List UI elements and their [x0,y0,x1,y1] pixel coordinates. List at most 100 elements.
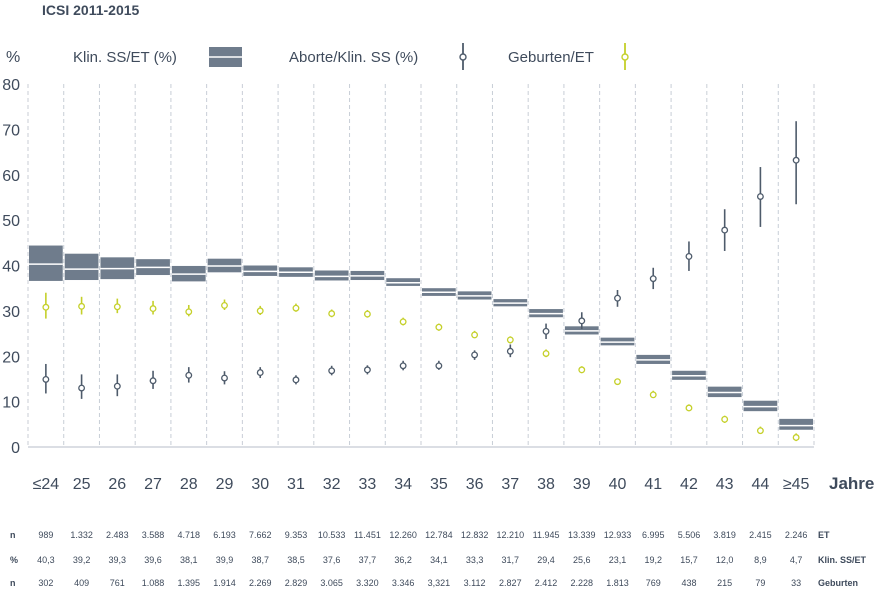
x-tick-label: 33 [359,476,377,493]
y-axis-ticks: 0 10 20 30 40 50 60 70 80 [2,77,20,457]
table-cell: 7.662 [249,530,272,540]
geburten-point [542,350,550,357]
table-cell: 3.065 [320,578,343,588]
table-cell: 12.832 [461,530,489,540]
table-cell: 39,2 [73,555,91,565]
x-tick-label: 43 [716,476,734,493]
table-cell: 409 [74,578,89,588]
yellow-errorbar-icon [621,43,629,70]
geburten-point [256,307,264,315]
geburten-point [42,303,50,311]
aborte-point [614,294,621,302]
table-cell: 29,4 [537,555,555,565]
table-cell: 3.588 [142,530,165,540]
y-tick-label: 60 [2,168,20,185]
aborte-point [185,371,193,379]
table-cell: 19,2 [644,555,662,565]
table-cell: 2.827 [499,578,522,588]
aborte-point [399,362,407,370]
x-tick-label: 25 [73,476,91,493]
aborte-point [292,376,300,384]
x-tick-label: 40 [609,476,627,493]
table-cell: 1.813 [606,578,629,588]
box-icon [209,47,242,67]
x-axis-ticks: ≤24 25 26 27 28 29 30 31 32 33 34 35 36 37 38 39 40 41 42 4… [33,476,810,493]
aborte-point [649,275,657,283]
table-cell: 215 [717,578,732,588]
x-tick-label: 36 [466,476,484,493]
aborte-point [578,317,586,325]
aborte-point [435,362,443,370]
geburten-point [614,378,621,386]
klin-box [779,418,813,430]
table-row-label: n [10,578,16,588]
table-row-suffix: Geburten [818,578,858,588]
table-cell: 3.346 [392,578,415,588]
geburten-point [756,427,764,435]
geburten-point [685,404,693,412]
geburten-point [363,310,371,318]
geburten-point [435,323,443,331]
x-tick-label: 37 [501,476,519,493]
geburten-point [792,434,800,441]
aborte-point [42,375,50,383]
table-cell: 2.829 [285,578,308,588]
table-cell: 2.415 [749,530,772,540]
y-tick-label: 80 [2,77,20,94]
table-cell: 38,5 [287,555,305,565]
aborte-point [328,367,336,375]
aborte-series [42,121,800,399]
table-cell: 989 [38,530,53,540]
table-row-label: % [10,555,18,565]
table-cell: 2.483 [106,530,129,540]
aborte-point [542,327,550,335]
geburten-point [78,302,86,310]
geburten-point [185,308,193,316]
table-row-label: n [10,530,16,540]
table-cell: 5.506 [678,530,701,540]
x-tick-label: 42 [680,476,698,493]
y-tick-label: 0 [11,440,20,457]
grid [27,84,815,448]
geburten-point [721,415,729,423]
table-cell: 12,0 [716,555,734,565]
x-tick-label: 26 [108,476,126,493]
table-cell: 2.269 [249,578,272,588]
geburten-point [506,336,514,344]
aborte-point [756,193,764,200]
klin-box [64,253,99,281]
table-cell: 12.784 [425,530,453,540]
table-cell: 3.819 [713,530,736,540]
legend-label-aborte: Aborte/Klin. SS (%) [289,49,418,66]
table-cell: 25,6 [573,555,591,565]
table-cell: 9.353 [285,530,308,540]
table-cell: 1.395 [178,578,201,588]
table-cell: 3,321 [428,578,451,588]
table-row-suffix: ET [818,530,830,540]
geburten-point [113,303,121,311]
legend-label-geburten: Geburten/ET [508,49,594,66]
table-cell: 39,6 [144,555,162,565]
x-axis-label: Jahre [829,474,874,493]
x-tick-label: 27 [144,476,162,493]
aborte-point [78,384,86,392]
table-row-suffix: Klin. SS/ET [818,555,867,565]
x-tick-label: 29 [216,476,234,493]
x-tick-label: 34 [394,476,412,493]
table-cell: 761 [110,578,125,588]
geburten-point [649,391,657,399]
y-tick-label: 20 [2,349,20,366]
geburten-point [328,310,336,318]
aborte-point [113,382,121,390]
table-cell: 39,9 [216,555,234,565]
x-tick-label: 35 [430,476,448,493]
table-cell: 11.451 [354,530,381,540]
aborte-point [256,369,264,377]
y-tick-label: 70 [2,122,20,139]
table-cell: 4,7 [790,555,803,565]
table-cell: 4.718 [178,530,201,540]
table-cell: 769 [646,578,661,588]
table-cell: 23,1 [609,555,627,565]
table-cell: 79 [755,578,765,588]
